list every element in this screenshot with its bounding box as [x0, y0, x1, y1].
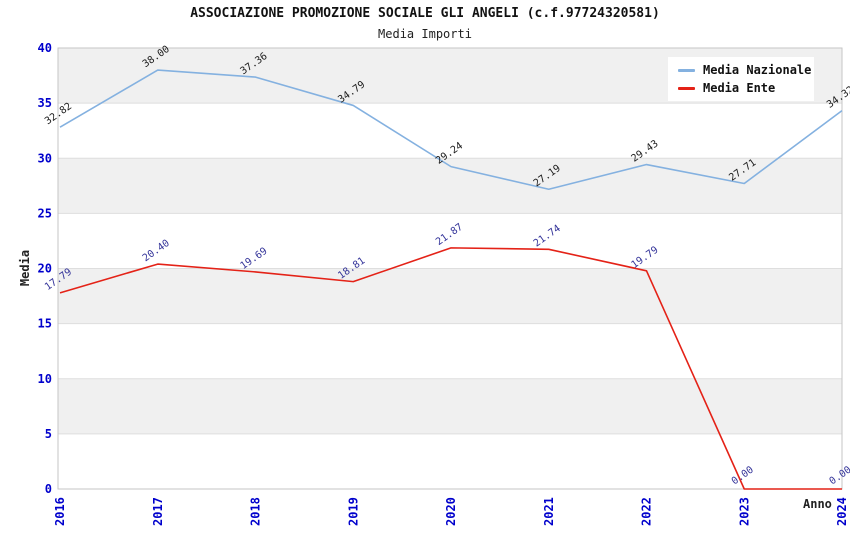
- y-tick-label: 30: [38, 151, 52, 165]
- legend-label-media-nazionale: Media Nazionale: [703, 63, 812, 77]
- grid-band: [58, 268, 842, 324]
- x-tick-label: 2023: [737, 497, 751, 526]
- grid-band: [58, 378, 842, 434]
- y-axis-title: Media: [18, 249, 32, 287]
- plot-border: [57, 47, 843, 490]
- legend-label-media-ente: Media Ente: [703, 81, 776, 95]
- y-tick-label: 5: [45, 427, 52, 441]
- media-nazionale-line-swatch: [678, 68, 695, 72]
- x-tick-label: 2022: [640, 497, 654, 526]
- x-axis-title: Anno: [803, 497, 832, 511]
- y-tick-label: 35: [38, 96, 52, 110]
- legend-item-media-nazionale: Media Nazionale: [678, 63, 814, 77]
- x-tick-label: 2020: [444, 497, 458, 526]
- series-line-0: [59, 69, 843, 191]
- x-tick-label: 2024: [835, 497, 849, 526]
- legend-item-media-ente: Media Ente: [678, 81, 814, 95]
- y-tick-label: 10: [38, 372, 52, 386]
- series-line-1: [59, 247, 842, 490]
- media-ente-line-swatch: [678, 86, 695, 90]
- x-tick-label: 2021: [542, 497, 556, 526]
- x-tick-label: 2018: [249, 497, 263, 526]
- x-tick-label: 2017: [151, 497, 165, 526]
- y-tick-label: 20: [38, 262, 52, 276]
- y-tick-label: 40: [38, 41, 52, 55]
- y-tick-label: 0: [45, 482, 52, 496]
- x-tick-label: 2016: [53, 497, 67, 526]
- x-tick-label: 2019: [346, 497, 360, 526]
- legend: Media Nazionale Media Ente: [668, 57, 814, 101]
- y-tick-label: 25: [38, 206, 52, 220]
- grid-band: [58, 158, 842, 214]
- chart-title: ASSOCIAZIONE PROMOZIONE SOCIALE GLI ANGE…: [190, 6, 660, 21]
- chart-subtitle: Media Importi: [378, 27, 472, 41]
- y-tick-label: 15: [38, 317, 52, 331]
